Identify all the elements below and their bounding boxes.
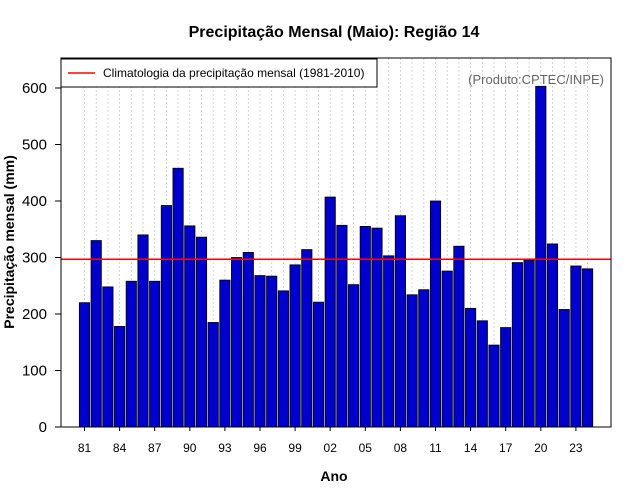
y-tick-label: 300 xyxy=(22,250,47,267)
x-tick-label: 20 xyxy=(534,441,548,455)
bar-13 xyxy=(453,245,465,428)
y-tick-label: 400 xyxy=(22,193,47,210)
bar-86 xyxy=(137,234,149,428)
bar-81 xyxy=(78,302,91,428)
x-tick-label: 08 xyxy=(394,441,408,455)
legend: Climatologia da precipitação mensal (198… xyxy=(60,58,378,88)
x-tick-label: 23 xyxy=(569,441,583,455)
bar-92 xyxy=(207,322,219,428)
bar-23 xyxy=(570,265,582,428)
bar-83 xyxy=(102,286,114,428)
legend-climatology-label: Climatologia da precipitação mensal (198… xyxy=(103,66,364,80)
bar-05 xyxy=(359,226,371,428)
x-tick-label: 05 xyxy=(359,441,373,455)
y-axis-title: Precipitação mensal (mm) xyxy=(1,155,17,329)
x-tick-label: 14 xyxy=(464,441,478,455)
bar-90 xyxy=(184,225,196,428)
bar-00 xyxy=(301,249,313,428)
bar-12 xyxy=(441,270,453,428)
x-tick-label: 81 xyxy=(78,441,92,455)
bar-06 xyxy=(371,227,383,428)
x-tick-label: 87 xyxy=(148,441,162,455)
bar-24 xyxy=(582,268,594,428)
bar-99 xyxy=(289,264,301,428)
x-tick-label: 17 xyxy=(499,441,513,455)
bar-02 xyxy=(324,196,336,428)
plot-frame xyxy=(60,57,612,428)
bar-07 xyxy=(383,255,395,428)
bar-11 xyxy=(429,200,442,428)
x-tick-label: 96 xyxy=(253,441,267,455)
y-tick-label: 500 xyxy=(22,137,47,154)
bars xyxy=(78,85,594,428)
bar-16 xyxy=(488,344,500,428)
bar-89 xyxy=(172,167,184,428)
bar-08 xyxy=(394,215,406,428)
bar-04 xyxy=(348,284,360,428)
y-tick-label: 600 xyxy=(22,80,47,97)
legend-box xyxy=(60,58,378,88)
x-tick-label: 90 xyxy=(183,441,197,455)
bar-94 xyxy=(231,257,243,428)
bar-21 xyxy=(546,243,559,428)
x-tick-label: 84 xyxy=(113,441,127,455)
chart-title: Precipitação Mensal (Maio): Região 14 xyxy=(189,24,480,41)
y-tick-label: 200 xyxy=(22,306,47,323)
bar-97 xyxy=(266,275,278,428)
bar-91 xyxy=(195,236,208,428)
bar-84 xyxy=(114,326,126,428)
bar-85 xyxy=(125,280,137,428)
bar-17 xyxy=(500,327,512,428)
bar-87 xyxy=(149,280,161,428)
bar-18 xyxy=(511,262,523,428)
y-tick-label: 100 xyxy=(22,363,47,380)
x-tick-label: 99 xyxy=(288,441,302,455)
x-tick-label: 02 xyxy=(324,441,338,455)
bar-95 xyxy=(242,252,254,428)
credit-text: (Produto:CPTEC/INPE) xyxy=(468,72,604,87)
bar-20 xyxy=(535,85,547,428)
bar-09 xyxy=(406,294,418,428)
bar-10 xyxy=(418,289,430,428)
bar-98 xyxy=(277,290,289,428)
bar-88 xyxy=(160,205,172,428)
bar-96 xyxy=(254,275,266,428)
bar-22 xyxy=(558,309,570,428)
bar-03 xyxy=(336,224,348,428)
y-axis: 0 100 200 300 400 500 600 xyxy=(22,80,61,436)
x-tick-label: 93 xyxy=(218,441,232,455)
y-tick-label: 0 xyxy=(39,419,47,436)
x-axis: 81 84 87 90 93 96 99 02 05 08 11 14 17 20 23 xyxy=(78,427,583,455)
x-axis-title: Ano xyxy=(320,468,347,484)
bar-93 xyxy=(219,279,231,428)
bar-01 xyxy=(312,301,325,428)
x-tick-label: 11 xyxy=(429,441,442,455)
bar-15 xyxy=(476,320,488,428)
bar-14 xyxy=(465,307,477,428)
bar-19 xyxy=(523,259,535,428)
bar-82 xyxy=(90,240,102,428)
